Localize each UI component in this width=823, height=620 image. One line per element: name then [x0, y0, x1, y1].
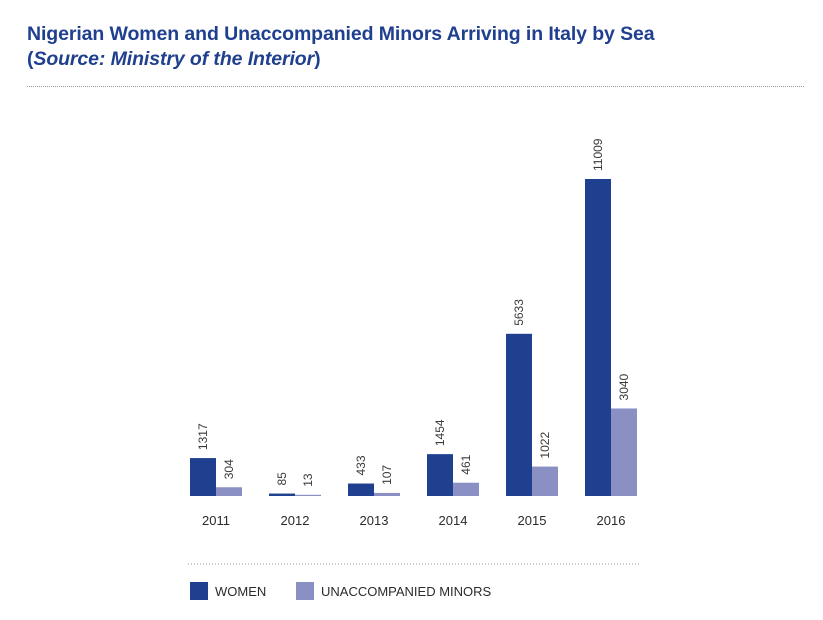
- legend-swatch-unaccompanied-minors: [296, 582, 314, 600]
- value-label-unaccompanied-minors-2011: 304: [222, 459, 236, 479]
- value-label-women-2016: 11009: [591, 138, 605, 171]
- x-tick-label-2011: 2011: [202, 513, 230, 528]
- x-tick-label-2013: 2013: [360, 513, 389, 528]
- x-axis-ticks-layer: 2011 2012 2013 2014 2015 2016: [202, 513, 625, 528]
- source-close-paren: ): [314, 48, 321, 70]
- bar-women-2016: [585, 179, 611, 496]
- legend-swatch-women: [190, 582, 208, 600]
- value-label-unaccompanied-minors-2013: 107: [380, 465, 394, 485]
- value-label-unaccompanied-minors-2015: 1022: [538, 432, 552, 459]
- bar-unaccompanied-minors-2015: [532, 466, 558, 496]
- x-tick-label-2014: 2014: [439, 513, 468, 528]
- bar-women-2015: [506, 333, 532, 496]
- chart-title-block: Nigerian Women and Unaccompanied Minors …: [27, 22, 655, 72]
- value-label-women-2011: 1317: [196, 423, 210, 450]
- x-tick-label-2015: 2015: [518, 513, 547, 528]
- bar-unaccompanied-minors-2014: [453, 482, 479, 496]
- x-tick-label-2016: 2016: [597, 513, 626, 528]
- legend: WOMEN UNACCOMPANIED MINORS: [190, 582, 492, 600]
- bar-women-2013: [348, 483, 374, 496]
- legend-label-women: WOMEN: [215, 584, 266, 599]
- bar-women-2014: [427, 454, 453, 496]
- title-divider: [27, 86, 804, 87]
- bar-unaccompanied-minors-2012: [295, 494, 321, 496]
- value-label-women-2015: 5633: [512, 299, 526, 326]
- chart-subtitle: (Source: Ministry of the Interior): [27, 47, 654, 72]
- bars-layer: [190, 179, 637, 496]
- value-label-unaccompanied-minors-2016: 3040: [617, 373, 631, 400]
- bar-unaccompanied-minors-2016: [611, 408, 637, 496]
- source-open-paren: (: [27, 48, 34, 70]
- bar-unaccompanied-minors-2013: [374, 492, 400, 496]
- value-label-women-2012: 85: [275, 472, 289, 486]
- value-label-unaccompanied-minors-2012: 13: [301, 473, 315, 487]
- chart-title: Nigerian Women and Unaccompanied Minors …: [27, 23, 655, 45]
- bar-unaccompanied-minors-2011: [216, 487, 242, 496]
- bar-women-2012: [269, 493, 295, 496]
- bar-women-2011: [190, 458, 216, 496]
- value-label-women-2013: 433: [354, 455, 368, 475]
- value-label-unaccompanied-minors-2014: 461: [459, 454, 473, 474]
- value-labels-layer: 1317 304 85 13 433 107 1454 461 5633 1022 11009 304…: [196, 138, 631, 487]
- source-text: Source: Ministry of the Interior: [33, 48, 315, 70]
- value-label-women-2014: 1454: [433, 419, 447, 446]
- x-tick-label-2012: 2012: [281, 513, 310, 528]
- legend-label-unaccompanied-minors: UNACCOMPANIED MINORS: [321, 584, 492, 599]
